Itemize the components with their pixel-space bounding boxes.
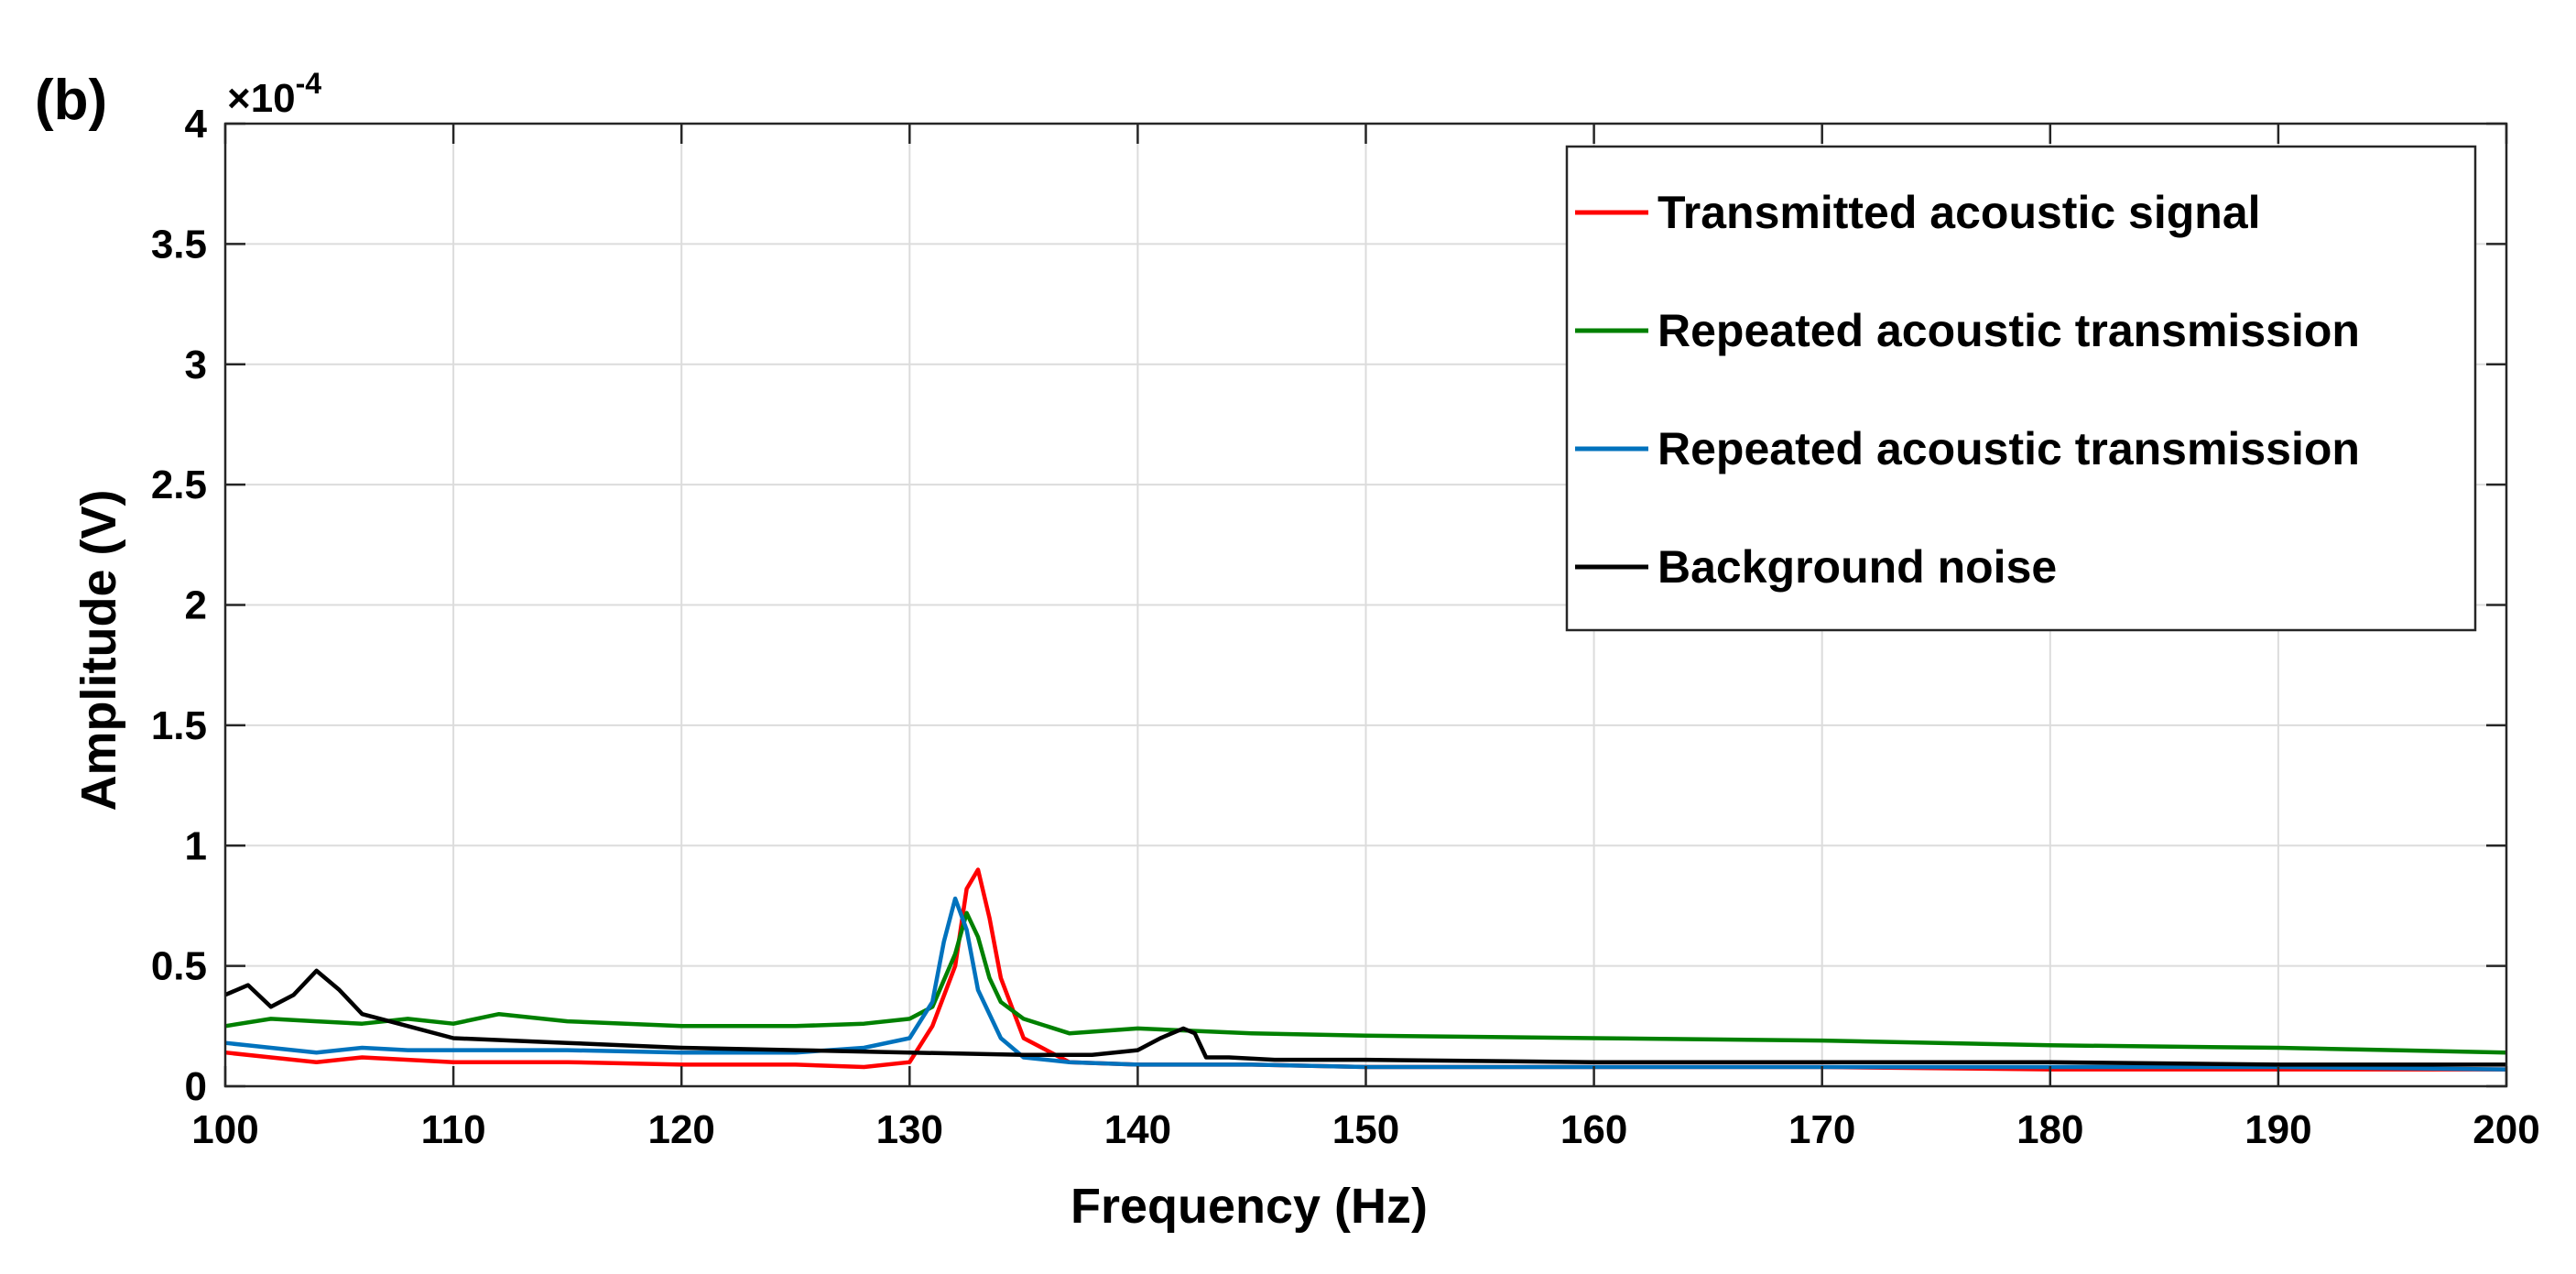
- y-tick-label: 0: [185, 1064, 207, 1109]
- x-tick-label: 100: [191, 1107, 258, 1152]
- y-multiplier-base: ×10: [227, 76, 296, 121]
- x-tick-label: 110: [421, 1107, 486, 1152]
- y-tick-label: 0.5: [151, 944, 207, 989]
- y-tick-label: 1.5: [151, 703, 207, 748]
- y-tick-label: 2.5: [151, 463, 207, 507]
- x-tick-labels: 100 110 120 130 140 150 160 170 180 190 200: [191, 1107, 2539, 1152]
- legend-box: [1565, 145, 2477, 632]
- legend-label-2: Repeated acoustic transmission: [1658, 305, 2360, 356]
- x-tick-label: 140: [1104, 1107, 1171, 1152]
- legend-label-4: Background noise: [1658, 541, 2057, 593]
- x-tick-label: 150: [1332, 1107, 1399, 1152]
- y-tick-label: 3: [185, 343, 207, 387]
- y-tick-label: 2: [185, 583, 207, 628]
- legend-label-1: Transmitted acoustic signal: [1658, 187, 2261, 238]
- y-tick-label: 3.5: [151, 222, 207, 267]
- series-lines: [224, 867, 2507, 1072]
- x-tick-label: 200: [2473, 1107, 2539, 1152]
- x-tick-label: 170: [1788, 1107, 1855, 1152]
- y-multiplier-label: ×10-4: [227, 67, 321, 121]
- series-line-3: [224, 896, 2507, 1072]
- y-multiplier-exponent: -4: [296, 67, 322, 100]
- legend: Transmitted acoustic signal Repeated acou…: [1565, 145, 2477, 632]
- x-tick-label: 190: [2244, 1107, 2311, 1152]
- x-axis-title: Frequency (Hz): [1071, 1179, 1428, 1234]
- y-tick-label: 1: [185, 823, 207, 868]
- series-line-2: [224, 910, 2507, 1055]
- legend-label-3: Repeated acoustic transmission: [1658, 423, 2360, 474]
- axis-ticks: [223, 122, 2508, 1088]
- x-tick-label: 160: [1560, 1107, 1627, 1152]
- series-line-4: [224, 968, 2506, 1067]
- y-tick-label: 4: [185, 102, 208, 147]
- x-tick-label: 130: [876, 1107, 943, 1152]
- x-tick-label: 180: [2016, 1107, 2083, 1152]
- x-tick-label: 120: [647, 1107, 714, 1152]
- y-tick-labels: 0 0.5 1 1.5 2 2.5 3 3.5 4: [151, 102, 208, 1109]
- y-axis-title: Amplitude (V): [71, 490, 126, 811]
- panel-label: (b): [35, 69, 107, 132]
